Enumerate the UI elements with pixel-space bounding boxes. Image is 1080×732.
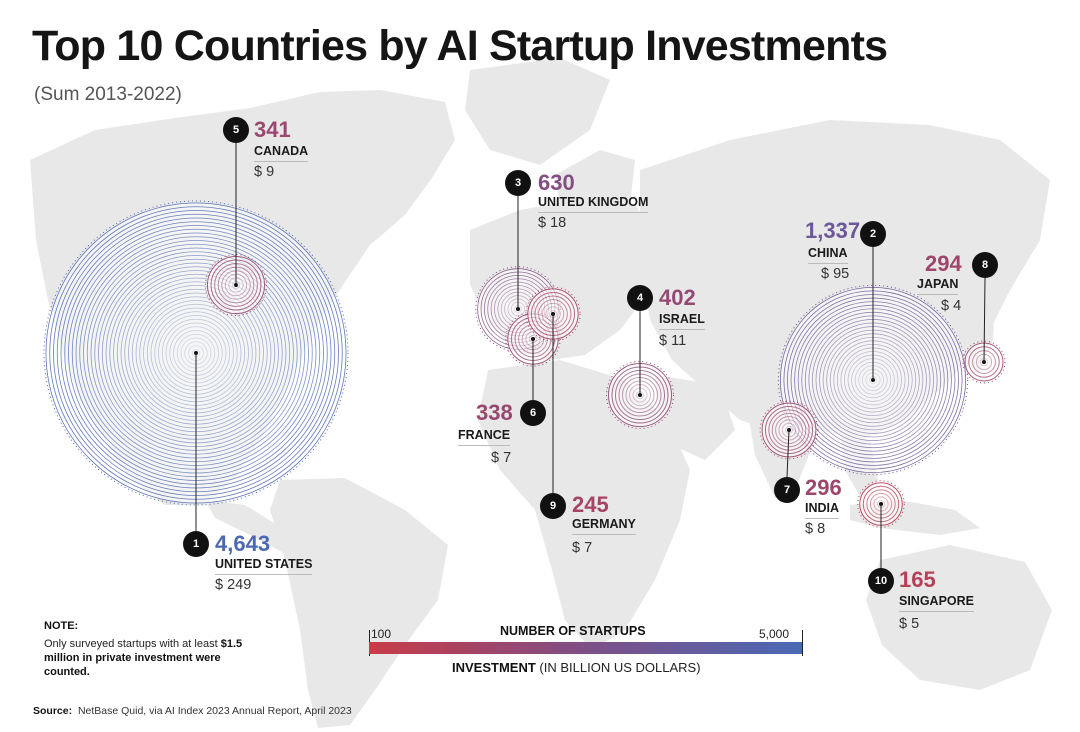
rank-badge: 7 (774, 477, 800, 503)
rank-badge: 2 (860, 221, 886, 247)
country-name: SINGAPORE (899, 594, 975, 612)
note-text: Only surveyed startups with at least $1.… (44, 637, 254, 679)
source-text: NetBase Quid, via AI Index 2023 Annual R… (77, 705, 352, 717)
rank-badge: 1 (183, 531, 209, 557)
investment-value: $ 5 (899, 616, 920, 632)
startups-count: 402 (659, 285, 696, 310)
bubble-halo (962, 340, 1006, 384)
startups-count: 338 (476, 400, 513, 425)
rank-badge: 3 (505, 170, 531, 196)
startups-count: 630 (538, 170, 575, 195)
legend-size-label-rest: (IN BILLION US DOLLARS) (539, 660, 701, 675)
source-line: Source: NetBase Quid, via AI Index 2023 … (33, 705, 352, 717)
country-name: CHINA (808, 246, 848, 264)
bubble-halo (525, 286, 581, 342)
legend-size-label: INVESTMENT (IN BILLION US DOLLARS) (452, 660, 701, 675)
legend-max-label: 5,000 (759, 627, 790, 641)
note-box: NOTE: Only surveyed startups with at lea… (30, 608, 262, 688)
startups-count: 4,643 (215, 531, 271, 556)
investment-value: $ 4 (941, 298, 962, 314)
note-text-bold: $1.5 million in private investment were … (44, 638, 243, 678)
investment-value: $ 7 (572, 540, 593, 556)
legend-color-gradient (369, 642, 802, 654)
source-label: Source: (33, 705, 73, 717)
investment-value: $ 9 (254, 164, 275, 180)
investment-value: $ 8 (805, 521, 826, 537)
investment-value: $ 18 (538, 215, 567, 231)
rank-badge: 4 (627, 285, 653, 311)
bubble-halo (204, 253, 268, 317)
rank-badge: 5 (223, 117, 249, 143)
bubble-halo (605, 360, 675, 430)
startups-count: 341 (254, 117, 291, 142)
bubble-halo (505, 311, 561, 367)
chart-subtitle: (Sum 2013-2022) (34, 84, 182, 105)
country-name: UNITED STATES (215, 557, 313, 575)
legend-size-label-bold: INVESTMENT (452, 660, 536, 675)
rank-badge: 9 (540, 493, 566, 519)
investment-value: $ 11 (659, 333, 687, 349)
investment-value: $ 249 (215, 577, 252, 593)
country-name: UNITED KINGDOM (538, 195, 649, 213)
investment-value: $ 7 (491, 450, 512, 466)
startups-count: 296 (805, 475, 842, 500)
startups-count: 294 (925, 251, 962, 276)
legend-tick-max (802, 630, 803, 656)
bubble-ring (771, 412, 807, 448)
leader-line-india (786, 429, 790, 478)
rank-badge: 10 (868, 568, 894, 594)
investment-value: $ 95 (821, 266, 850, 282)
note-title: NOTE: (44, 620, 79, 632)
country-name: FRANCE (458, 428, 511, 446)
bubble-halo (43, 200, 349, 506)
country-name: INDIA (805, 501, 840, 519)
country-name: CANADA (254, 144, 309, 162)
bubble-halo (759, 400, 819, 460)
bubble-ring (775, 416, 803, 444)
bubble-ring (764, 405, 814, 455)
startups-count: 245 (572, 492, 609, 517)
country-name: JAPAN (917, 277, 959, 295)
chart-title: Top 10 Countries by AI Startup Investmen… (32, 22, 888, 70)
note-text-plain: Only surveyed startups with at least (44, 638, 218, 650)
startups-count: 165 (899, 567, 936, 592)
leader-line-japan (983, 277, 986, 363)
rank-badge: 8 (972, 252, 998, 278)
country-name: GERMANY (572, 517, 636, 535)
legend-title: NUMBER OF STARTUPS (500, 624, 646, 638)
startups-count: 1,337 (805, 218, 861, 243)
legend-min-label: 100 (371, 627, 392, 641)
country-name: ISRAEL (659, 312, 705, 330)
leader-lines-layer (195, 143, 986, 568)
bubble-halo (777, 284, 969, 476)
bubble-ring (768, 409, 810, 451)
rank-badge: 6 (520, 400, 546, 426)
